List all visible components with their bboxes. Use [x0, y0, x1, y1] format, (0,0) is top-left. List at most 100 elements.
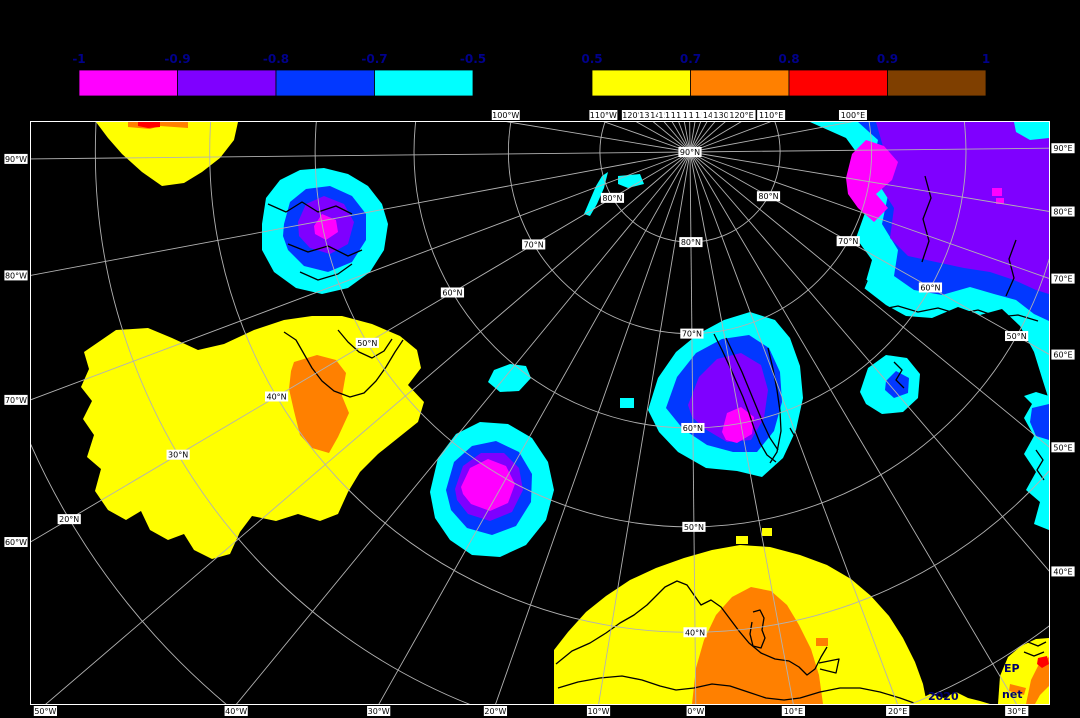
meridian--50 — [44, 151, 691, 705]
colorbar-negative: -1 -0.9 -0.8 -0.7 -0.5 — [72, 52, 486, 97]
grid-label-text: 50°N — [357, 339, 377, 348]
grid-label: 40°N — [264, 391, 289, 402]
grid-label-text: 40°N — [267, 392, 287, 401]
grid-label: 120°W — [621, 110, 650, 120]
grid-label: 30°E — [1005, 706, 1029, 716]
contour-region-necorner-magenta — [846, 140, 898, 222]
grid-label-text: 40°N — [685, 628, 705, 637]
grid-label-text: 20°E — [888, 707, 907, 716]
grid-label: 120°E — [727, 110, 756, 120]
colorbar-tick-label: 0.8 — [778, 52, 799, 66]
grid-label-text: 60°N — [442, 288, 462, 297]
colorbar-tick-label: -1 — [72, 52, 85, 66]
grid-label-text: 100°E — [841, 111, 865, 120]
colorbar-tick-label: -0.8 — [263, 52, 289, 66]
coastline-river2 — [1005, 239, 1017, 297]
grid-label-text: 30°E — [1007, 707, 1026, 716]
coastline-strip-squiggle — [1035, 449, 1045, 481]
grid-label: 100°E — [838, 110, 867, 120]
meridian-50 — [689, 151, 1050, 448]
grid-label: 10°W — [586, 706, 611, 716]
grid-label: 50°E — [1051, 442, 1075, 453]
colorbar-tick-label: 0.5 — [581, 52, 602, 66]
coastline-arctic-coast — [877, 305, 1039, 322]
grid-label-text: 10°W — [587, 707, 609, 716]
map-annotations: 2020 EP net — [928, 662, 1023, 703]
contour-region-necorner-cyan-notch — [1014, 122, 1049, 140]
grid-label: 20°E — [886, 706, 910, 716]
grid-label: 40°W — [224, 706, 248, 716]
meridian--10 — [598, 151, 691, 705]
colorbar-tick-label: 0.7 — [680, 52, 701, 66]
grid-label-text: 20°N — [59, 515, 79, 524]
grid-label: 100°W — [491, 110, 520, 120]
contour-region-med-speck2 — [762, 528, 772, 536]
grid-label: 60°N — [681, 422, 705, 433]
coastline-sicily — [818, 658, 840, 674]
grid-label: 110°E — [757, 110, 786, 120]
colorbar-tick-label: -0.7 — [361, 52, 387, 66]
meridian-90 — [689, 147, 1050, 153]
grid-label: 60°E — [1051, 349, 1075, 360]
grid-label-text: 110°W — [590, 111, 617, 120]
grid-label: 70°N — [836, 236, 860, 247]
contour-region-cyan-speck-c — [618, 174, 644, 188]
coastline-iberia-italy-coast — [555, 580, 828, 676]
meridian-70 — [689, 151, 1050, 280]
coastline-kola-squiggle — [893, 361, 905, 389]
contour-region-sicily-orange-dot — [816, 638, 828, 646]
colorbar-segment — [591, 69, 691, 97]
colorbar-tick-label: -0.5 — [460, 52, 486, 66]
grid-label: 10°E — [781, 706, 805, 716]
grid-label-text: 10°E — [784, 707, 803, 716]
grid-label: 90°N — [678, 147, 702, 157]
map-coastlines — [267, 167, 1047, 704]
coastline-baffin-squiggle1 — [267, 201, 353, 215]
contour-region-kola-blue — [885, 371, 909, 398]
coastline-greenland-inner — [337, 329, 393, 359]
contour-region-rightstrip-blue — [1030, 404, 1049, 440]
meridian-10 — [689, 151, 794, 705]
contour-region-leftswath-orange — [289, 355, 349, 453]
meridian-0 — [689, 151, 697, 705]
coastline-greenland-coast — [283, 331, 404, 398]
grid-label-text: 70°W — [5, 396, 27, 405]
meridian-60 — [689, 151, 1050, 356]
grid-label: 40°N — [683, 627, 707, 638]
colorbar-segment — [78, 69, 178, 97]
meridian--20 — [494, 151, 691, 705]
contour-region-cyan-speck-b — [584, 172, 608, 216]
colorbar-segment — [690, 69, 790, 97]
grid-label: 80°E — [1051, 206, 1075, 217]
coastline-norway-coast1 — [713, 333, 777, 463]
grid-label: 80°N — [600, 192, 625, 203]
colorbar-segment — [177, 69, 277, 97]
grid-label: 50°N — [682, 521, 706, 532]
grid-label: 40°E — [1051, 566, 1075, 577]
grid-label-text: 50°N — [1007, 332, 1027, 341]
grid-label-text: 40°E — [1053, 567, 1072, 576]
grid-label-text: 130°E — [713, 111, 737, 120]
meridian-20 — [689, 151, 899, 705]
grid-label-text: 30°W — [368, 707, 390, 716]
coastline-norway-coast2 — [725, 337, 779, 451]
grid-label-text: 60°N — [920, 283, 940, 292]
contour-region-cyan-speck-d — [620, 398, 634, 408]
colorbar-tick-label: 0.9 — [877, 52, 898, 66]
colorbar-segment — [275, 69, 375, 97]
meridian-80 — [689, 151, 1050, 212]
grid-label-text: 50°W — [34, 707, 56, 716]
coastline-baffin-squiggle2 — [287, 243, 363, 257]
contour-region-topleft-red — [138, 122, 160, 128]
coastline-baffin-squiggle3 — [299, 263, 353, 281]
contour-region-atlantic-magenta — [461, 459, 515, 511]
coastline-africa-coast — [557, 675, 915, 704]
grid-label-text: 80°N — [681, 238, 701, 247]
contour-region-corner-red — [1037, 656, 1049, 668]
annotation-text: 2020 — [928, 690, 959, 703]
grid-label: 60°N — [918, 282, 943, 293]
grid-label: 110°W — [589, 110, 618, 120]
grid-label-text: 80°N — [602, 194, 622, 203]
